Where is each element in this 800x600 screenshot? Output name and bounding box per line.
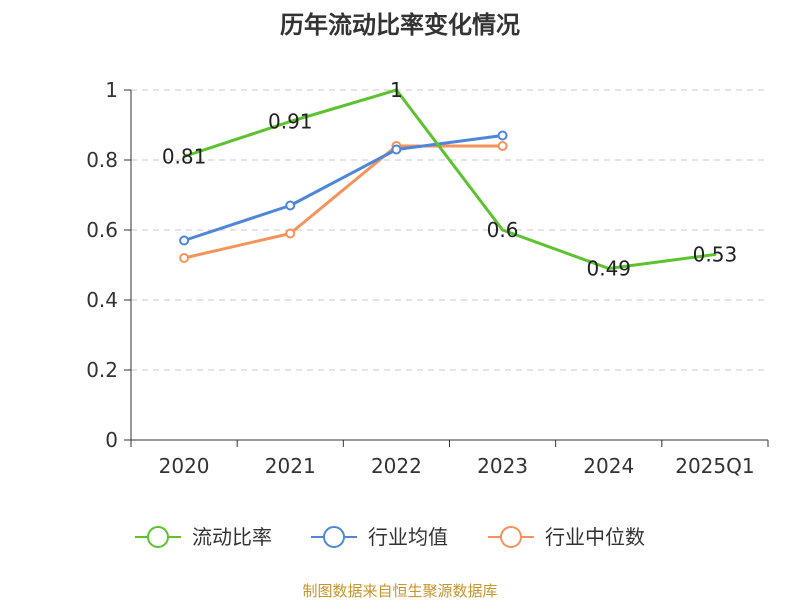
data-point (179, 253, 190, 263)
y-tick-label: 0.6 (86, 218, 118, 242)
data-label: 0.81 (162, 145, 207, 169)
x-tick-label: 2023 (477, 454, 528, 478)
y-tick-label: 0 (105, 428, 118, 452)
y-tick-label: 0.4 (86, 288, 118, 312)
series-line (182, 88, 717, 270)
legend-marker (147, 526, 169, 548)
data-point (285, 200, 296, 211)
data-point (391, 144, 402, 155)
x-tick-label: 2021 (265, 454, 316, 478)
data-point (497, 130, 508, 141)
x-tick-label: 2020 (159, 454, 210, 478)
legend-marker (323, 526, 345, 548)
series-lines (179, 88, 717, 270)
x-tick-label: 2022 (371, 454, 422, 478)
x-tick-label: 2024 (583, 454, 634, 478)
y-tick-label: 0.2 (86, 358, 118, 382)
data-point (497, 141, 508, 151)
data-label: 0.6 (487, 218, 519, 242)
data-label: 0.49 (586, 257, 631, 281)
legend-label: 行业中位数 (545, 525, 645, 549)
x-tick-label: 2025Q1 (675, 454, 754, 478)
data-labels: 0.81 0.91 1 0.6 0.49 0.53 (162, 78, 737, 281)
legend-label: 流动比率 (192, 525, 272, 549)
series-line (182, 134, 505, 242)
data-point (179, 235, 190, 246)
legend-label: 行业均值 (368, 525, 448, 549)
chart-title: 历年流动比率变化情况 (280, 11, 520, 39)
legend: 流动比率 行业均值 行业中位数 (135, 525, 645, 549)
y-tick-label: 1 (105, 78, 118, 102)
y-tick-label: 0.8 (86, 148, 118, 172)
data-point (285, 228, 296, 239)
source-note: 制图数据来自恒生聚源数据库 (302, 582, 497, 600)
data-label: 0.91 (268, 110, 313, 134)
legend-marker (500, 526, 522, 548)
data-label: 1 (390, 78, 403, 102)
grid-lines (131, 89, 768, 371)
series-line (182, 144, 505, 260)
data-label: 0.53 (693, 243, 738, 267)
